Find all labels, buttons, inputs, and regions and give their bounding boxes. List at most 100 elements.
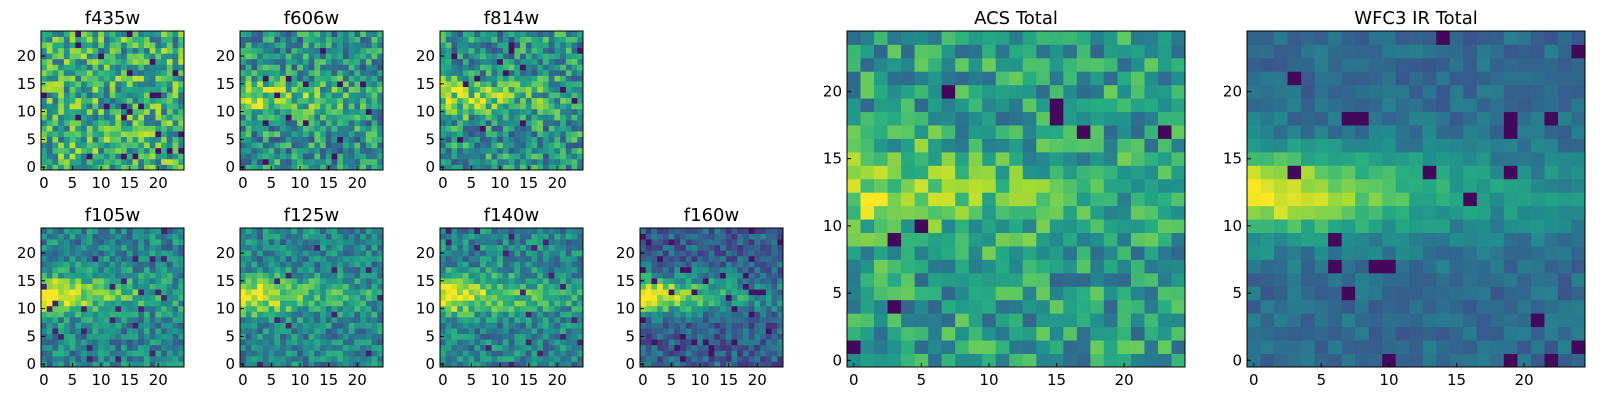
heatmap-cell	[245, 350, 252, 357]
heatmap-cell	[548, 64, 555, 71]
heatmap-cell	[371, 355, 378, 362]
heatmap-cell	[708, 305, 715, 312]
heatmap-cell	[901, 151, 915, 166]
heatmap-cell	[155, 31, 162, 37]
heatmap-cell	[497, 250, 504, 257]
heatmap-cell	[777, 361, 784, 368]
heatmap-cell	[257, 125, 264, 132]
heatmap-cell	[571, 350, 578, 357]
heatmap-cell	[1022, 326, 1037, 341]
heatmap-cell	[765, 322, 772, 329]
heatmap-cell	[320, 261, 327, 268]
heatmap-cell	[297, 64, 304, 71]
heatmap-cell	[1117, 192, 1132, 207]
heatmap-cell	[1171, 299, 1186, 314]
heatmap-cell	[577, 250, 584, 257]
heatmap-cell	[995, 138, 1010, 153]
heatmap-cell	[520, 125, 527, 132]
heatmap-cell	[742, 272, 750, 279]
x-tick-label: 5	[467, 371, 477, 389]
heatmap-cell	[81, 316, 88, 323]
heatmap-cell	[731, 294, 738, 301]
heatmap-cell	[560, 322, 567, 329]
heatmap-cell	[657, 228, 664, 234]
heatmap-cell	[172, 350, 179, 357]
heatmap-cell	[771, 322, 778, 329]
heatmap-cell	[348, 69, 355, 76]
heatmap-cell	[760, 322, 767, 329]
heatmap-cell	[285, 64, 292, 71]
heatmap-cell	[457, 289, 464, 296]
heatmap-cell	[737, 328, 744, 335]
heatmap-cell	[360, 244, 367, 251]
heatmap-cell	[41, 153, 48, 160]
heatmap-cell	[995, 178, 1010, 193]
heatmap-cell	[371, 339, 378, 346]
heatmap-cell	[365, 300, 372, 307]
heatmap-cell	[491, 92, 498, 99]
heatmap-cell	[52, 119, 59, 126]
heatmap-cell	[440, 289, 447, 296]
heatmap-cell	[166, 158, 173, 165]
heatmap-cell	[302, 261, 310, 268]
heatmap-cell	[714, 289, 721, 296]
heatmap-cell	[554, 283, 561, 290]
heatmap-cell	[565, 300, 572, 307]
heatmap-cell	[485, 289, 492, 296]
heatmap-cell	[314, 86, 321, 93]
heatmap-cell	[126, 92, 133, 99]
heatmap-cell	[103, 305, 111, 312]
heatmap-cell	[1171, 353, 1186, 368]
heatmap-cell	[337, 119, 344, 126]
heatmap-cell	[285, 42, 292, 49]
heatmap-cell	[257, 119, 264, 126]
heatmap-cell	[63, 278, 70, 284]
heatmap-cell	[320, 131, 327, 138]
heatmap-cell	[645, 350, 652, 357]
heatmap-cell	[371, 361, 378, 368]
heatmap-cell	[445, 339, 452, 346]
heatmap-cell	[1076, 138, 1091, 153]
x-tick-label: 15	[519, 174, 538, 192]
heatmap-cell	[771, 344, 778, 351]
heatmap-cell	[691, 361, 698, 368]
heatmap-cell	[914, 299, 929, 314]
heatmap-cell	[1036, 326, 1051, 341]
heatmap-cell	[308, 75, 315, 82]
heatmap-cell	[251, 64, 258, 71]
heatmap-cell	[485, 131, 492, 138]
heatmap-cell	[121, 272, 128, 279]
heatmap-cell	[337, 239, 344, 246]
heatmap-cell	[914, 165, 929, 180]
heatmap-cell	[451, 58, 458, 65]
heatmap-cell	[485, 153, 492, 160]
heatmap-cell	[342, 119, 350, 126]
heatmap-cell	[354, 92, 361, 99]
heatmap-cell	[548, 316, 555, 323]
heatmap-cell	[354, 244, 361, 251]
heatmap-cell	[468, 153, 475, 160]
heatmap-cell	[314, 328, 321, 335]
heatmap-cell	[337, 108, 344, 115]
heatmap-cell	[1063, 326, 1078, 341]
heatmap-cell	[982, 326, 997, 341]
heatmap-cell	[115, 42, 122, 49]
heatmap-cell	[1009, 272, 1024, 287]
heatmap-cell	[457, 125, 464, 132]
heatmap-cell	[537, 158, 544, 165]
heatmap-cell	[731, 328, 738, 335]
heatmap-cell	[480, 142, 487, 149]
heatmap-cell	[172, 328, 179, 335]
heatmap-cell	[847, 232, 861, 247]
heatmap-cell	[560, 233, 567, 240]
heatmap-cell	[103, 239, 111, 246]
heatmap-cell	[132, 114, 139, 121]
heatmap-cell	[178, 333, 185, 340]
heatmap-cell	[531, 108, 538, 115]
heatmap-cell	[377, 228, 384, 234]
heatmap-cell	[548, 164, 555, 171]
heatmap-cell	[314, 272, 321, 279]
heatmap-cell	[497, 350, 504, 357]
heatmap-cell	[560, 158, 567, 165]
heatmap-cell	[457, 92, 464, 99]
